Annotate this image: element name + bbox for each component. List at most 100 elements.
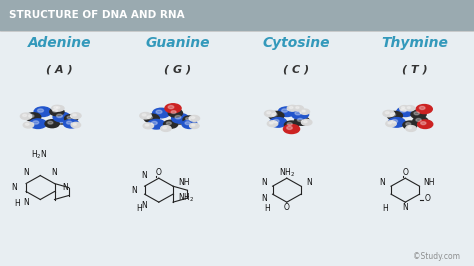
Circle shape — [287, 126, 292, 130]
Text: NH: NH — [423, 178, 435, 187]
Text: N: N — [142, 201, 147, 210]
Circle shape — [168, 109, 182, 117]
Circle shape — [386, 121, 396, 127]
Circle shape — [403, 121, 417, 129]
Circle shape — [407, 107, 410, 109]
Text: H: H — [15, 199, 20, 208]
Circle shape — [284, 121, 299, 129]
Circle shape — [411, 110, 426, 119]
Text: N: N — [402, 203, 408, 212]
Text: Thymine: Thymine — [381, 36, 448, 49]
Text: NH$_2$: NH$_2$ — [178, 192, 194, 204]
Circle shape — [140, 113, 151, 119]
Circle shape — [182, 120, 197, 128]
Circle shape — [191, 117, 195, 119]
Circle shape — [145, 124, 149, 126]
Circle shape — [28, 114, 34, 118]
Text: ( A ): ( A ) — [46, 64, 73, 74]
Circle shape — [294, 117, 310, 125]
Circle shape — [400, 109, 406, 112]
Circle shape — [66, 121, 72, 124]
Circle shape — [48, 121, 53, 124]
Circle shape — [185, 122, 191, 125]
Circle shape — [23, 114, 27, 117]
Text: Adenine: Adenine — [27, 36, 91, 49]
Text: H$_2$N: H$_2$N — [31, 148, 47, 160]
Text: N: N — [142, 171, 147, 180]
Circle shape — [388, 118, 405, 127]
Circle shape — [73, 114, 76, 116]
Circle shape — [269, 111, 284, 120]
Circle shape — [301, 119, 312, 125]
Circle shape — [267, 121, 278, 127]
Circle shape — [29, 119, 46, 128]
Circle shape — [56, 114, 63, 118]
Text: ( G ): ( G ) — [164, 64, 191, 74]
Circle shape — [54, 106, 57, 109]
Circle shape — [172, 114, 189, 123]
Circle shape — [416, 105, 432, 114]
Circle shape — [64, 119, 79, 128]
Text: ( C ): ( C ) — [283, 64, 310, 74]
Circle shape — [73, 123, 76, 125]
Circle shape — [287, 123, 292, 125]
Text: N: N — [11, 183, 17, 192]
Text: N: N — [52, 168, 57, 177]
Circle shape — [416, 118, 421, 122]
Text: O: O — [402, 168, 408, 177]
Circle shape — [56, 107, 60, 109]
Circle shape — [273, 119, 279, 123]
Circle shape — [191, 124, 195, 126]
Circle shape — [183, 116, 196, 123]
Circle shape — [55, 106, 64, 111]
Text: N: N — [131, 186, 137, 195]
Text: Cytosine: Cytosine — [263, 36, 330, 49]
Text: N: N — [23, 168, 29, 177]
Circle shape — [264, 110, 276, 117]
Circle shape — [153, 108, 170, 118]
Circle shape — [190, 123, 199, 128]
Circle shape — [50, 108, 64, 116]
Circle shape — [64, 115, 78, 122]
Circle shape — [400, 106, 409, 111]
Circle shape — [390, 113, 396, 116]
Text: H: H — [383, 203, 388, 213]
Circle shape — [406, 123, 410, 125]
Text: H: H — [136, 203, 142, 213]
Circle shape — [165, 104, 181, 113]
Circle shape — [388, 122, 392, 124]
Circle shape — [171, 111, 176, 113]
Circle shape — [383, 110, 394, 117]
Text: N: N — [261, 194, 267, 203]
Circle shape — [419, 106, 425, 110]
Circle shape — [282, 109, 288, 112]
Circle shape — [414, 112, 419, 115]
Circle shape — [287, 105, 298, 111]
Circle shape — [52, 105, 62, 111]
Text: N: N — [62, 183, 68, 192]
Circle shape — [53, 112, 70, 122]
Text: ©Study.com: ©Study.com — [413, 252, 460, 261]
Circle shape — [151, 121, 157, 125]
Circle shape — [392, 119, 398, 123]
Circle shape — [272, 113, 277, 116]
Circle shape — [296, 107, 299, 109]
Circle shape — [302, 110, 305, 112]
Circle shape — [175, 115, 181, 119]
Circle shape — [156, 110, 162, 114]
Circle shape — [147, 116, 153, 119]
Circle shape — [168, 106, 174, 109]
Text: N: N — [380, 178, 385, 187]
Circle shape — [142, 114, 146, 116]
Circle shape — [166, 122, 172, 124]
Circle shape — [161, 126, 171, 131]
Circle shape — [164, 120, 178, 128]
Circle shape — [25, 123, 29, 125]
Circle shape — [20, 113, 32, 119]
Circle shape — [387, 111, 402, 120]
Circle shape — [405, 106, 415, 111]
Circle shape — [34, 107, 51, 117]
Circle shape — [303, 120, 307, 123]
Circle shape — [163, 127, 166, 129]
Circle shape — [401, 107, 405, 109]
